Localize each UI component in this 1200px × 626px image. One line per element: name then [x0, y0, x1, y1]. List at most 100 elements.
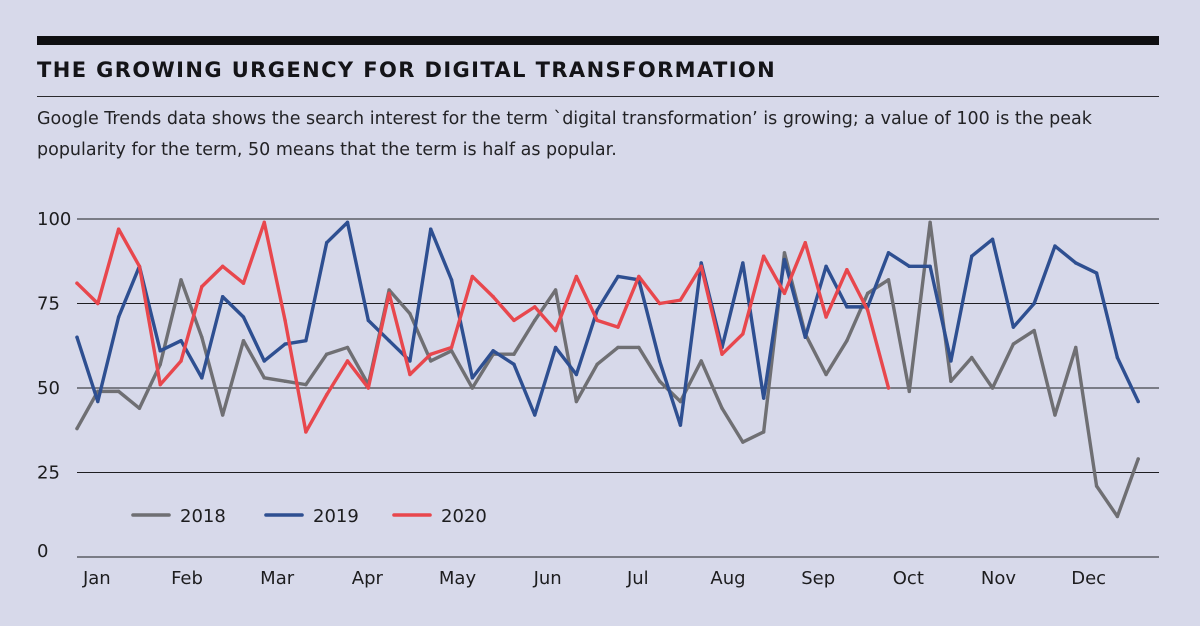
data-point-2019: [990, 237, 995, 241]
data-point-2018: [595, 362, 599, 367]
data-point-2019: [533, 413, 537, 417]
data-point-2019: [845, 305, 849, 309]
x-tick-label: Nov: [981, 568, 1016, 589]
data-point-2020: [137, 264, 142, 269]
data-point-2018: [824, 372, 828, 377]
data-point-2018: [574, 399, 579, 404]
data-point-2020: [699, 264, 703, 269]
data-point-2019: [970, 254, 974, 258]
data-point-2019: [116, 315, 121, 319]
data-point-2020: [553, 328, 558, 333]
data-point-2018: [970, 355, 974, 360]
data-point-2018: [1074, 345, 1078, 350]
data-point-2018: [699, 359, 703, 363]
data-point-2019: [553, 345, 558, 350]
series-line-2019: [75, 220, 1140, 427]
data-point-2018: [616, 345, 620, 350]
data-point-2018: [470, 386, 475, 390]
data-point-2019: [1032, 301, 1036, 306]
data-point-2020: [803, 240, 807, 245]
data-point-2019: [262, 359, 266, 363]
data-point-2019: [304, 338, 308, 343]
chart-title: THE GROWING URGENCY FOR DIGITAL TRANSFOR…: [37, 58, 777, 82]
y-tick-label: 0: [37, 541, 48, 562]
x-tick-label: Jul: [626, 568, 649, 589]
x-tick-label: Jan: [82, 568, 111, 589]
data-point-2019: [1094, 271, 1099, 275]
data-point-2020: [200, 284, 204, 289]
data-point-2019: [491, 349, 495, 353]
data-point-2020: [220, 264, 225, 269]
data-point-2019: [324, 240, 329, 245]
data-point-2018: [761, 430, 766, 434]
data-point-2018: [241, 338, 246, 343]
data-point-2019: [345, 220, 350, 225]
data-point-2018: [345, 345, 350, 350]
y-tick-label: 50: [37, 378, 60, 399]
data-point-2020: [387, 291, 391, 296]
data-point-2020: [449, 345, 454, 350]
chart-subtitle: Google Trends data shows the search inte…: [37, 109, 1092, 160]
legend-label-2019: 2019: [313, 506, 359, 527]
data-point-2020: [283, 318, 287, 323]
data-point-2019: [429, 227, 433, 231]
data-point-2020: [886, 386, 891, 390]
data-point-2018: [75, 426, 79, 431]
data-point-2018: [262, 376, 266, 380]
data-point-2019: [179, 338, 183, 343]
data-point-2018: [304, 382, 308, 387]
data-point-2019: [241, 315, 246, 319]
data-point-2020: [637, 274, 641, 279]
data-point-2020: [262, 220, 266, 225]
data-point-2019: [449, 278, 454, 282]
x-tick-label: Aug: [710, 568, 745, 589]
data-point-2018: [1011, 342, 1016, 346]
x-tick-label: Sep: [801, 568, 835, 589]
data-point-2019: [699, 261, 703, 265]
data-point-2019: [657, 359, 662, 363]
data-point-2018: [324, 352, 329, 356]
data-point-2019: [387, 338, 391, 343]
data-point-2019: [928, 264, 932, 269]
data-point-2020: [865, 308, 870, 312]
series-line-2018: [75, 220, 1140, 519]
data-point-2019: [616, 274, 620, 279]
data-point-2018: [741, 440, 745, 444]
data-point-2018: [512, 352, 516, 356]
data-point-2018: [657, 379, 662, 383]
data-point-2020: [179, 359, 183, 363]
data-point-2020: [366, 386, 371, 390]
y-tick-label: 25: [37, 463, 60, 484]
data-point-2019: [470, 376, 475, 380]
data-point-2019: [824, 264, 828, 269]
y-tick-label: 75: [37, 294, 60, 315]
data-point-2020: [304, 430, 308, 434]
data-point-2018: [928, 220, 932, 225]
data-point-2018: [158, 362, 162, 367]
data-point-2018: [179, 278, 183, 282]
data-point-2018: [200, 335, 204, 339]
data-point-2018: [220, 413, 225, 417]
data-point-2019: [1053, 244, 1057, 248]
data-point-2019: [782, 257, 787, 262]
data-point-2018: [886, 278, 891, 282]
data-point-2018: [283, 379, 287, 383]
data-point-2018: [990, 386, 995, 390]
data-point-2019: [949, 359, 953, 363]
data-point-2020: [824, 315, 828, 319]
data-point-2018: [845, 338, 849, 343]
data-point-2020: [324, 393, 329, 397]
x-tick-label: Apr: [352, 568, 384, 589]
data-point-2018: [553, 288, 558, 292]
y-tick-label: 100: [37, 209, 71, 230]
data-point-2018: [678, 399, 683, 404]
data-point-2019: [512, 362, 516, 367]
data-point-2019: [574, 372, 579, 377]
data-point-2019: [678, 423, 683, 427]
data-point-2020: [158, 382, 162, 387]
data-point-2020: [241, 281, 246, 285]
data-point-2020: [75, 281, 79, 285]
x-tick-label: Mar: [260, 568, 295, 589]
data-point-2018: [782, 251, 787, 255]
